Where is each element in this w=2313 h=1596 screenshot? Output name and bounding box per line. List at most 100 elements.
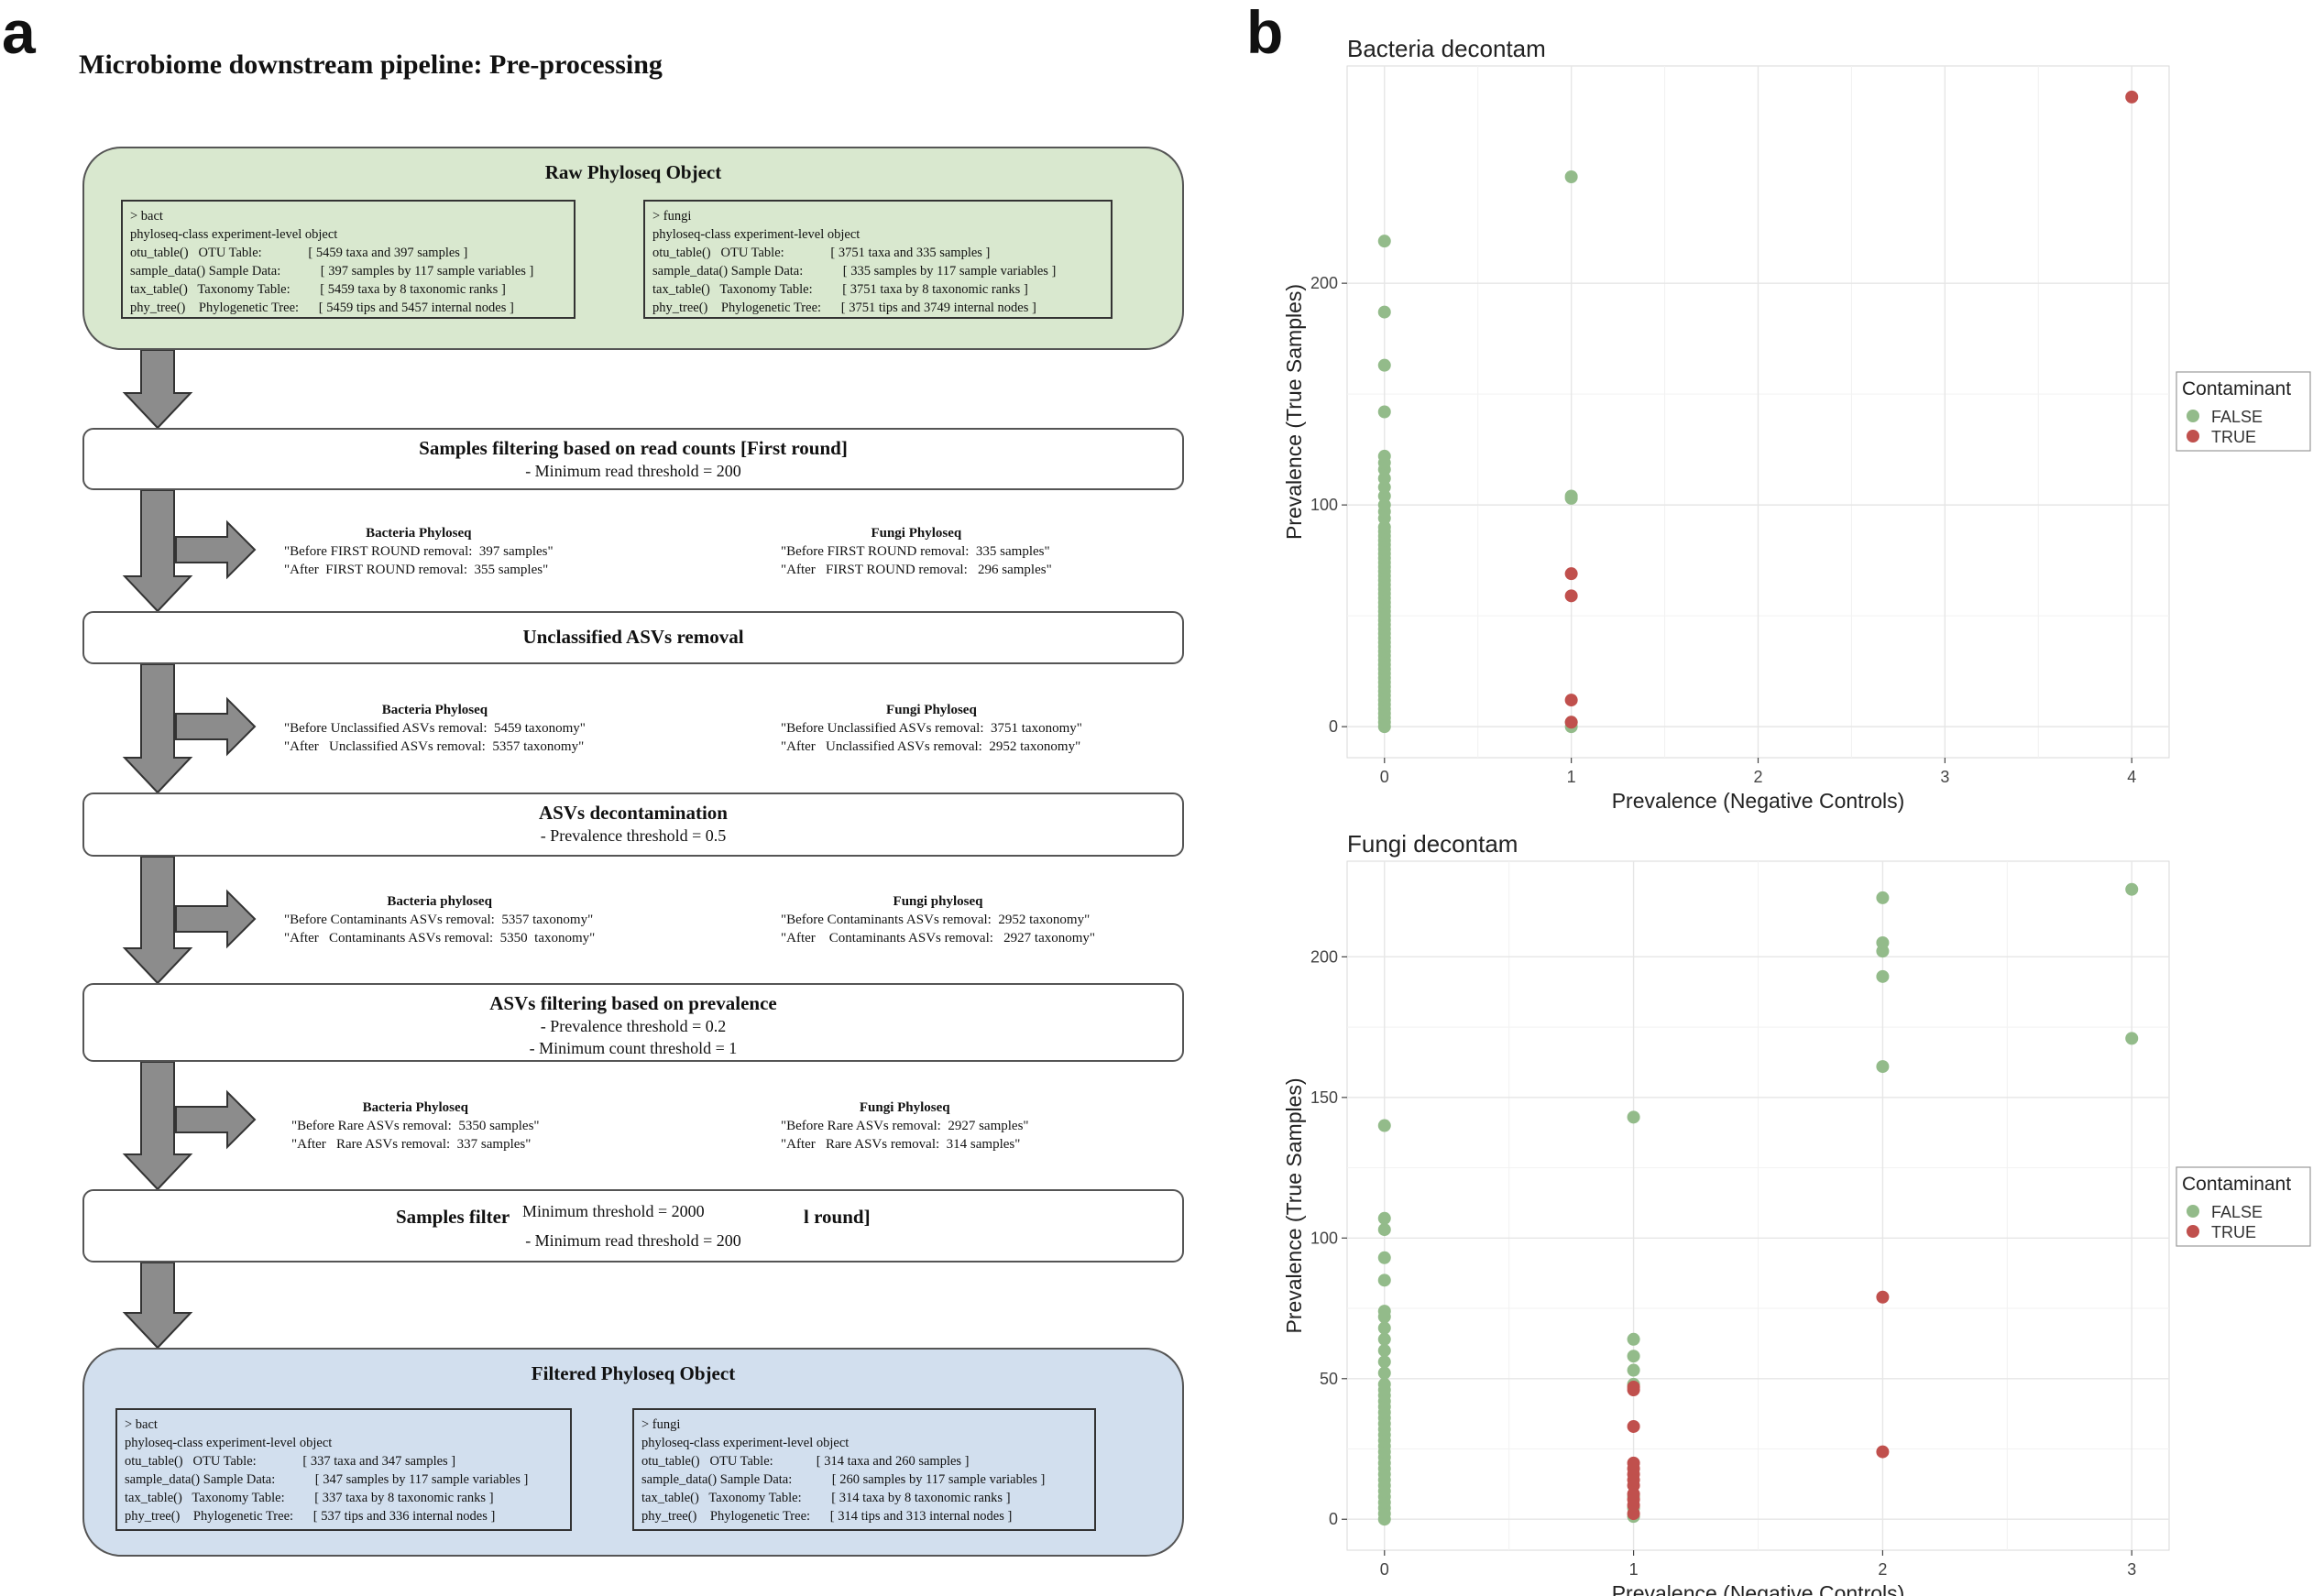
data-point (1876, 969, 1890, 983)
data-point (1377, 1274, 1391, 1287)
code-line: > fungi (652, 209, 692, 224)
legend-label: FALSE (2211, 408, 2263, 426)
series-true (1627, 1290, 1890, 1521)
legend-title: Contaminant (2182, 1174, 2291, 1195)
data-point (1564, 694, 1578, 707)
data-point (1876, 1445, 1890, 1459)
data-point (1377, 480, 1391, 494)
code-line: sample_data() Sample Data: [ 260 samples… (641, 1472, 1046, 1487)
x-tick-label: 2 (1878, 1560, 1887, 1579)
data-point (1876, 891, 1890, 904)
data-point (2125, 1032, 2139, 1045)
code-line: otu_table() OTU Table: [ 337 taxa and 34… (125, 1454, 456, 1469)
step-second-round-box: Samples filter Minimum threshold = 2000 … (82, 1189, 1184, 1263)
code-line: otu_table() OTU Table: [ 314 taxa and 26… (641, 1454, 970, 1469)
side-arrow (175, 519, 257, 580)
code-line: phyloseq-class experiment-level object (641, 1436, 850, 1450)
chart-title: Fungi decontam (1347, 830, 1518, 858)
code-line: tax_table() Taxonomy Table: [ 314 taxa b… (641, 1491, 1011, 1505)
step-title-overlay: Minimum threshold = 2000 (522, 1202, 705, 1220)
data-point (1377, 358, 1391, 372)
legend-label: TRUE (2211, 428, 2256, 446)
panel-a-letter: a (2, 0, 36, 66)
series-true (1564, 90, 2139, 729)
filtered-bact-code: > bact phyloseq-class experiment-level ob… (115, 1408, 572, 1531)
filtered-fungi-code: > fungi phyloseq-class experiment-level o… (632, 1408, 1096, 1531)
code-line: > fungi (641, 1417, 681, 1432)
x-tick-label: 4 (2127, 768, 2136, 786)
x-tick-label: 3 (1940, 768, 1949, 786)
data-point (1377, 1305, 1391, 1318)
side-arrow (175, 1089, 257, 1150)
code-line: phyloseq-class experiment-level object (130, 227, 338, 242)
y-tick-label: 0 (1329, 1510, 1338, 1528)
flow-arrows (122, 349, 257, 1350)
down-arrow (122, 1262, 193, 1350)
data-point (1627, 1380, 1640, 1394)
fungi-decontam-chart: Fungi decontam 0 1 2 3 0 50 100 150 200 Prevalence… (1282, 830, 2311, 1596)
summary-fungi-4: Fungi Phyloseq "Before Rare ASVs removal:… (781, 1100, 1029, 1152)
code-line: otu_table() OTU Table: [ 5459 taxa and 3… (130, 246, 468, 260)
code-line: sample_data() Sample Data: [ 397 samples… (130, 264, 534, 279)
data-point (1377, 305, 1391, 319)
data-point (1377, 1321, 1391, 1335)
code-line: phy_tree() Phylogenetic Tree: [ 3751 tip… (652, 301, 1036, 315)
data-point (1627, 1456, 1640, 1470)
pipeline-title: Microbiome downstream pipeline: Pre-proc… (79, 49, 663, 80)
raw-bact-code: > bact phyloseq-class experiment-level ob… (121, 200, 576, 319)
code-line: sample_data() Sample Data: [ 347 samples… (125, 1472, 529, 1487)
data-point (1377, 1119, 1391, 1132)
step-sub: - Prevalence threshold = 0.5 (540, 826, 727, 845)
data-point (1876, 1290, 1890, 1304)
x-tick-label: 1 (1567, 768, 1576, 786)
step-sub: - Minimum count threshold = 1 (529, 1039, 738, 1057)
code-line: phyloseq-class experiment-level object (652, 227, 861, 242)
down-arrow (122, 489, 193, 613)
step-decontam-box: ASVs decontamination - Prevalence thresh… (82, 793, 1184, 857)
data-point (1564, 716, 1578, 729)
data-point (1564, 169, 1578, 183)
x-tick-label: 0 (1380, 1560, 1389, 1579)
summary-bact-2: Bacteria Phyloseq "Before Unclassified AS… (284, 703, 586, 754)
data-point (1377, 1223, 1391, 1237)
data-point (2125, 882, 2139, 896)
step-first-round-box: Samples filtering based on read counts [… (82, 428, 1184, 490)
data-point (1564, 589, 1578, 603)
data-point (1627, 1110, 1640, 1124)
x-tick-label: 2 (1753, 768, 1762, 786)
summary-bact-4: Bacteria Phyloseq "Before Rare ASVs remov… (291, 1100, 540, 1152)
data-point (1377, 1251, 1391, 1264)
x-axis-label: Prevalence (Negative Controls) (1612, 789, 1905, 813)
data-point (1377, 1211, 1391, 1225)
legend-title: Contaminant (2182, 378, 2291, 399)
data-point (1377, 489, 1391, 503)
step-prevalence-box: ASVs filtering based on prevalence - Pre… (82, 983, 1184, 1062)
filtered-phyloseq-title: Filtered Phyloseq Object (531, 1362, 736, 1384)
summary-bact-3: Bacteria phyloseq "Before Contaminants AS… (284, 894, 596, 946)
code-line: phy_tree() Phylogenetic Tree: [ 314 tips… (641, 1509, 1013, 1524)
legend-key (2187, 1225, 2199, 1238)
data-point (1564, 489, 1578, 503)
y-tick-label: 0 (1329, 717, 1338, 736)
data-point (1377, 1355, 1391, 1369)
x-tick-label: 1 (1629, 1560, 1639, 1579)
data-point (1377, 235, 1391, 248)
code-line: tax_table() Taxonomy Table: [ 337 taxa b… (125, 1491, 494, 1505)
series-false (1377, 169, 1578, 734)
step-title-tail: l round] (804, 1206, 871, 1228)
data-point (1377, 1344, 1391, 1358)
code-line: tax_table() Taxonomy Table: [ 5459 taxa … (130, 282, 506, 297)
filtered-phyloseq-box: Filtered Phyloseq Object > bact phyloseq-… (82, 1348, 1184, 1557)
data-point (1377, 1366, 1391, 1380)
x-tick-label: 0 (1380, 768, 1389, 786)
down-arrow (122, 349, 193, 430)
code-line: phyloseq-class experiment-level object (125, 1436, 333, 1450)
y-tick-label: 200 (1310, 947, 1338, 966)
data-point (1627, 1350, 1640, 1363)
code-line: > bact (130, 209, 163, 224)
series-false (1377, 882, 2139, 1526)
data-point (1377, 405, 1391, 419)
step-title: ASVs decontamination (539, 802, 728, 824)
code-line: otu_table() OTU Table: [ 3751 taxa and 3… (652, 246, 991, 260)
